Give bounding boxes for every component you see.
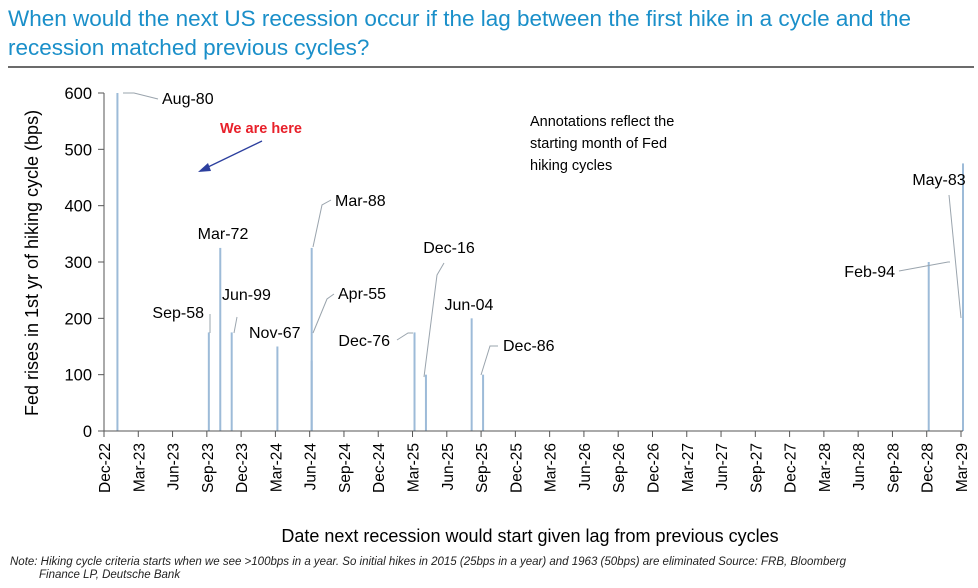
x-tick-label: Dec-25: [508, 443, 525, 493]
x-tick-label: Sep-28: [885, 443, 902, 493]
bar: [219, 247, 222, 431]
x-tick-label: Jun-25: [440, 443, 457, 490]
bar: [207, 332, 210, 431]
bar: [482, 374, 485, 431]
bar: [310, 247, 313, 431]
bar: [230, 332, 233, 431]
bar: [413, 332, 416, 431]
axes: [98, 92, 963, 437]
label-leader-line: [396, 332, 413, 341]
we-are-here-arrow-line: [205, 140, 263, 169]
bar-label: Feb-94: [844, 264, 895, 281]
bar: [927, 262, 930, 431]
y-axis-label: Fed rises in 1st yr of hiking cycle (bps…: [22, 110, 42, 416]
y-tick-label: 400: [64, 198, 92, 216]
x-tick-label: Dec-26: [645, 443, 662, 493]
source-note: Note: Hiking cycle criteria starts when …: [10, 556, 970, 582]
bar: [116, 93, 119, 431]
y-tick-label: 500: [64, 141, 92, 159]
bar-label: Dec-76: [338, 333, 390, 350]
x-tick-label: Sep-26: [611, 443, 628, 493]
bar: [470, 318, 473, 431]
bar: [276, 346, 279, 431]
x-tick-label: Dec-24: [371, 443, 388, 493]
bar-label: Dec-86: [503, 338, 555, 355]
x-tick-label: Sep-25: [474, 443, 491, 493]
bar-label: Mar-88: [335, 193, 386, 210]
bar-label: May-83: [912, 172, 965, 189]
bar: [310, 360, 313, 431]
label-leader-line: [233, 316, 238, 334]
label-leader-line: [312, 293, 335, 334]
we-are-here-annotation: We are here: [220, 121, 302, 137]
x-tick-label: Mar-24: [268, 443, 285, 492]
bar-label: Nov-67: [249, 325, 301, 342]
x-axis-label: Date next recession would start given la…: [281, 526, 778, 546]
label-leaders: [123, 92, 962, 378]
x-tick-label: Jun-23: [166, 443, 183, 490]
x-tick-label: Dec-22: [97, 443, 114, 493]
x-tick-label: Jun-24: [303, 443, 320, 491]
we-are-here-arrowhead: [198, 163, 211, 172]
label-leader-line: [423, 262, 445, 378]
x-tick-label: Mar-26: [543, 443, 560, 492]
x-tick-label: Sep-24: [337, 443, 354, 493]
bar-label: Jun-04: [445, 297, 494, 314]
title-divider: [8, 66, 974, 68]
y-tick-label: 200: [64, 310, 92, 328]
x-tick-label: Dec-28: [920, 443, 937, 493]
bar-label: Mar-72: [198, 226, 249, 243]
x-tick-label: Jun-27: [714, 443, 731, 490]
x-tick-label: Dec-27: [783, 443, 800, 493]
label-leader-line: [948, 194, 962, 319]
y-tick-label: 0: [83, 423, 92, 441]
bars: [116, 93, 964, 431]
x-tick-label: Mar-29: [954, 443, 971, 492]
source-note-line-1: Note: Hiking cycle criteria starts when …: [10, 556, 846, 568]
y-tick-label: 600: [64, 85, 92, 103]
bar: [424, 374, 427, 431]
x-tick-label: Sep-27: [748, 443, 765, 493]
x-tick-label: Jun-28: [851, 443, 868, 490]
label-leader-line: [123, 92, 159, 100]
x-tick-label: Jun-26: [577, 443, 594, 490]
label-leader-line: [312, 199, 332, 248]
x-tick-label: Dec-23: [234, 443, 251, 493]
annotation-note: Annotations reflect the starting month of…: [530, 114, 674, 174]
bar-label: Sep-58: [152, 305, 204, 322]
bar-label: Aug-80: [162, 91, 214, 108]
x-tick-label: Mar-27: [680, 443, 697, 492]
bar-chart: Aug-80 Sep-58 Mar-72 Jun-99 Nov-67 Mar-88 Apr-…: [22, 85, 971, 546]
x-tick-label: Mar-28: [817, 443, 834, 492]
bar: [962, 163, 964, 431]
source-note-line-2: Finance LP, Deutsche Bank: [39, 569, 181, 581]
x-tick-label: Sep-23: [200, 443, 217, 493]
tick-labels: 0 100 200 300 400 500 600 Dec-22 Mar-23 Jun-23 Sep…: [64, 85, 971, 493]
chart-title: When would the next US recession occur i…: [8, 6, 911, 60]
label-leader-line: [480, 345, 498, 376]
bar-label: Dec-16: [423, 240, 475, 257]
y-tick-label: 300: [64, 254, 92, 272]
x-tick-label: Mar-23: [131, 443, 148, 492]
label-leader-line: [898, 261, 950, 272]
y-tick-label: 100: [64, 367, 92, 385]
bar-labels: Aug-80 Sep-58 Mar-72 Jun-99 Nov-67 Mar-88 Apr-…: [152, 91, 965, 355]
bar-label: Jun-99: [222, 287, 271, 304]
bar-label: Apr-55: [338, 286, 386, 303]
x-tick-label: Mar-25: [406, 443, 423, 492]
